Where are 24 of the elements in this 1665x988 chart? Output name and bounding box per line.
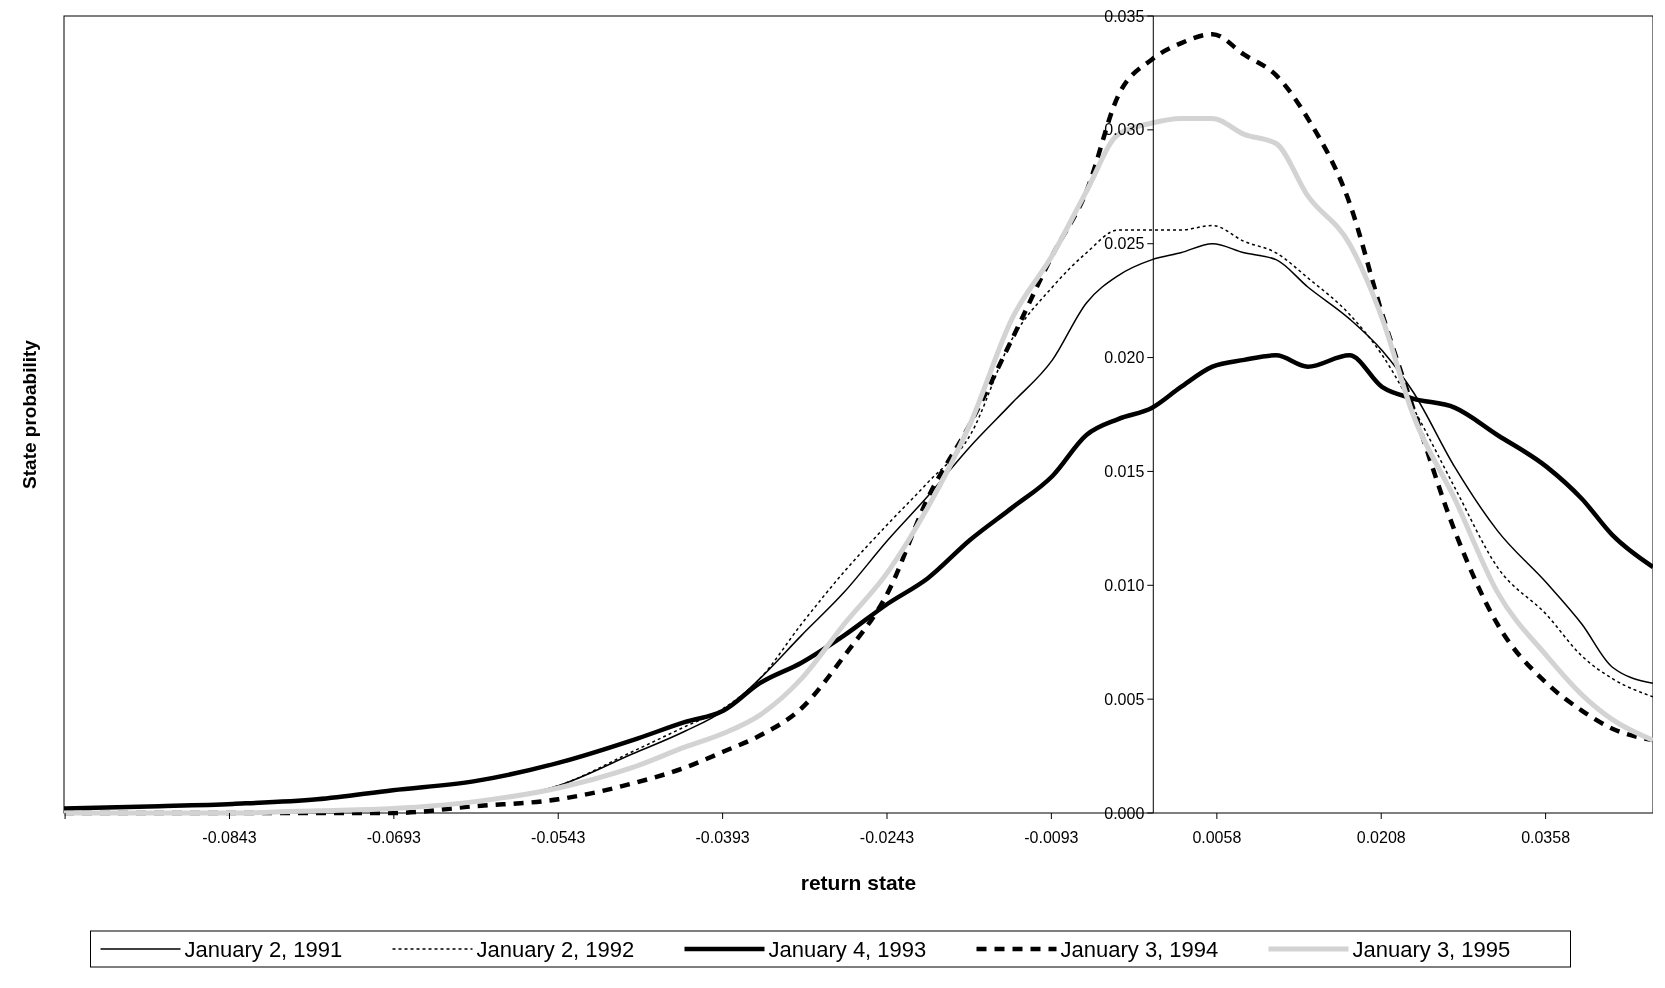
x-tick-label: 0.0358	[1521, 829, 1571, 846]
y-tick-label: 0.005	[1104, 690, 1145, 708]
legend-label: January 2, 1992	[476, 936, 635, 962]
x-axis-title: return state	[800, 871, 917, 894]
y-tick-label: 0.020	[1104, 349, 1145, 367]
x-tick-label: 0.0058	[1192, 829, 1242, 846]
legend-label: January 2, 1991	[184, 936, 343, 962]
y-tick-label: 0.010	[1104, 576, 1145, 594]
y-axis-title: State probability	[19, 339, 40, 489]
x-tick-label: -0.0393	[695, 829, 750, 846]
legend-label: January 4, 1993	[768, 936, 927, 962]
x-tick-label: -0.0843	[202, 829, 257, 846]
x-tick-label: -0.0543	[531, 829, 586, 846]
legend-label: January 3, 1994	[1060, 936, 1219, 962]
x-tick-label: -0.0243	[859, 829, 915, 846]
x-tick-label: 0.0208	[1356, 829, 1406, 846]
x-tick-label: -0.0093	[1024, 829, 1079, 846]
y-tick-label: 0.030	[1104, 121, 1145, 139]
y-tick-label: 0.015	[1104, 463, 1145, 481]
y-tick-label: 0.035	[1104, 7, 1145, 25]
y-tick-label: 0.000	[1104, 804, 1145, 822]
legend-label: January 3, 1995	[1352, 936, 1511, 962]
y-tick-label: 0.025	[1104, 235, 1145, 253]
x-tick-label: -0.0693	[366, 829, 422, 846]
